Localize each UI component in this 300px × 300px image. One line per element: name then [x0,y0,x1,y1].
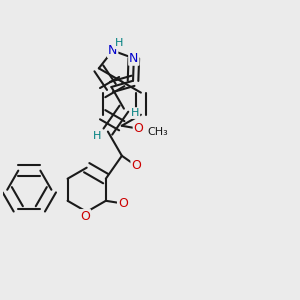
Text: H: H [92,131,101,141]
Text: N: N [129,52,139,65]
Text: O: O [80,210,90,223]
Text: O: O [134,122,143,135]
Text: CH₃: CH₃ [147,127,168,137]
Text: O: O [118,197,128,210]
Text: N: N [108,44,117,57]
Text: H: H [115,38,123,48]
Text: H: H [131,108,139,118]
Text: O: O [131,159,141,172]
